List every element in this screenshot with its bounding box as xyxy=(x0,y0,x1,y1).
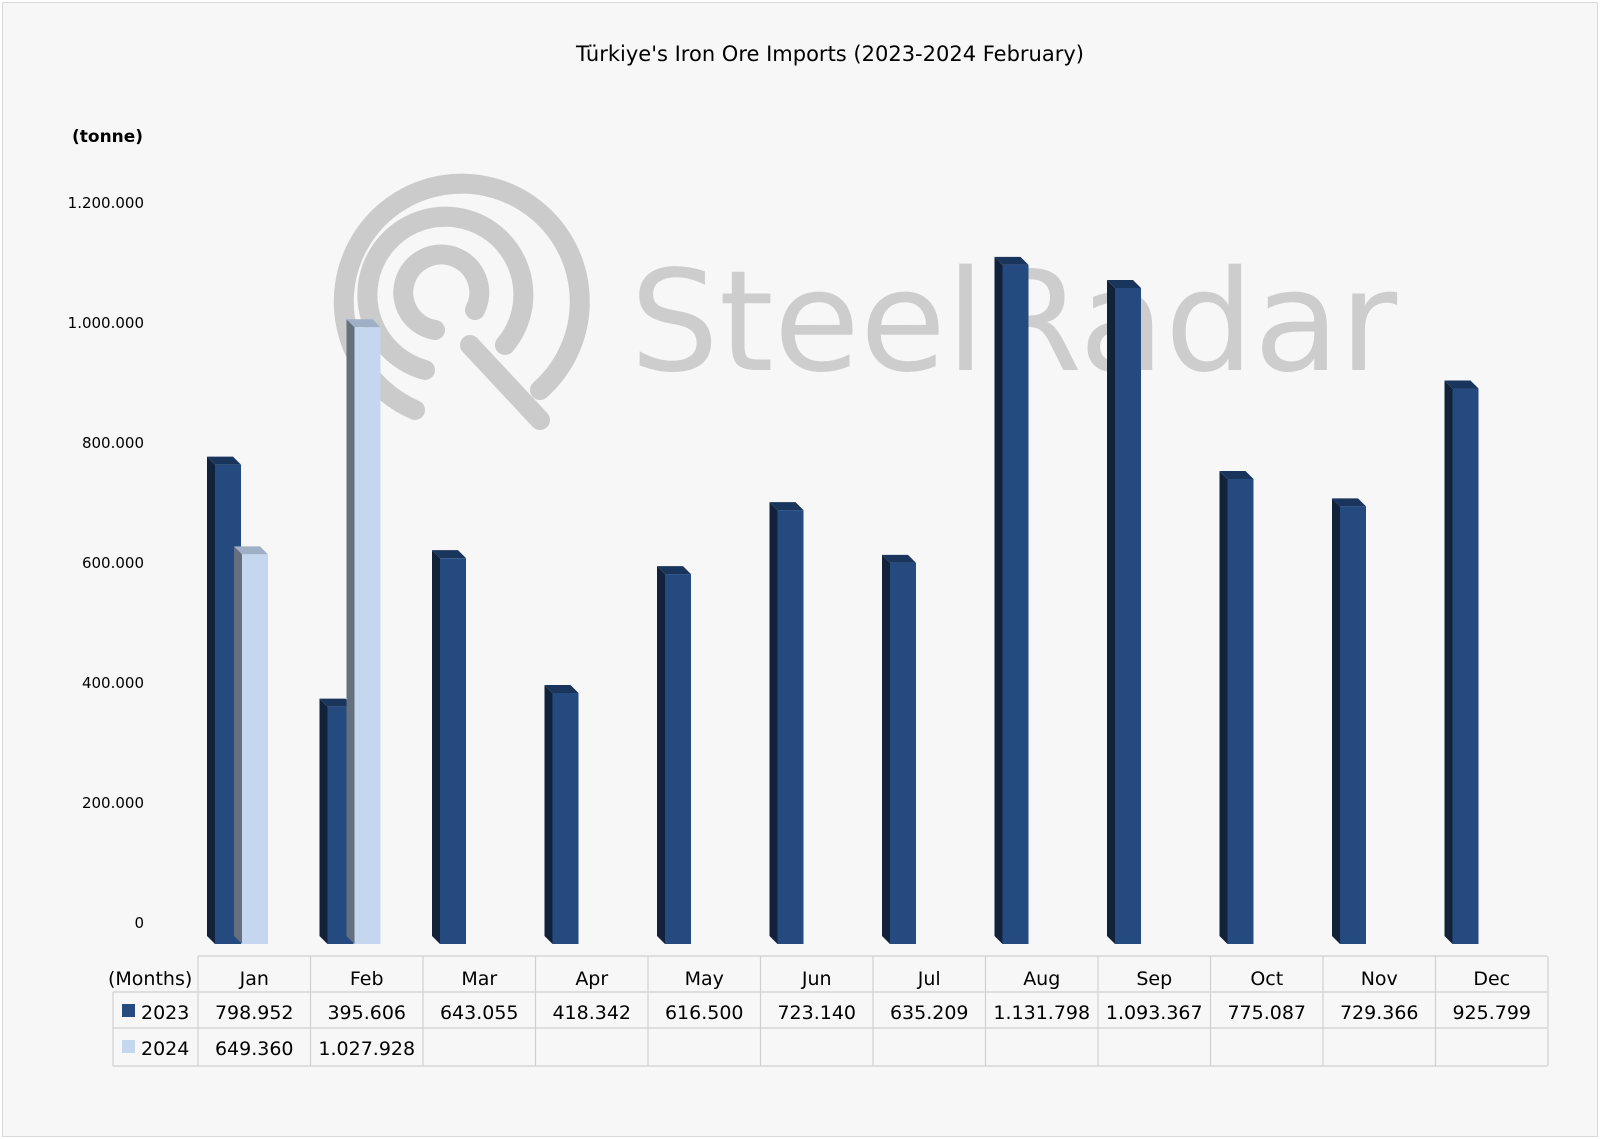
x-tick-label: May xyxy=(685,968,724,990)
bar-2023-may xyxy=(657,566,691,944)
x-tick-label: Sep xyxy=(1136,968,1172,990)
bar-2023-feb-top xyxy=(319,698,354,707)
bar-2023-oct-front xyxy=(1227,478,1254,944)
bar-2023-jun-side xyxy=(769,502,778,944)
bar-2023-may-top xyxy=(657,566,691,575)
bar-2023-dec-front xyxy=(1452,388,1479,944)
data-label-2023: 418.342 xyxy=(552,1002,631,1024)
bar-2023-jul-front xyxy=(890,562,916,944)
bar-2023-nov-side xyxy=(1332,498,1340,944)
x-tick-label: Mar xyxy=(461,968,497,990)
bar-2023-aug-side xyxy=(994,256,1003,944)
bar-2023-jun-top xyxy=(769,502,804,511)
data-label-2023: 395.606 xyxy=(327,1002,406,1024)
watermark-logo: SteelRadar xyxy=(333,173,1398,430)
data-label-2023: 925.799 xyxy=(1452,1002,1531,1024)
x-tick-label: Jun xyxy=(801,968,832,990)
bar-2023-aug-top xyxy=(994,256,1029,265)
chart-title: Türkiye's Iron Ore Imports (2023-2024 Fe… xyxy=(575,42,1084,66)
bar-2023-feb-side xyxy=(319,698,328,944)
x-tick-label: Feb xyxy=(350,968,384,990)
bar-2023-apr-side xyxy=(544,684,553,944)
legend-2024-swatch xyxy=(122,1040,135,1053)
bar-2023-sep-top xyxy=(1107,279,1141,288)
bar-2023-jun xyxy=(769,502,804,944)
data-label-2023: 616.500 xyxy=(665,1002,744,1024)
data-label-2023: 1.093.367 xyxy=(1106,1002,1203,1024)
bar-2023-mar-front xyxy=(440,558,466,944)
bar-2023-jul xyxy=(882,554,916,944)
data-label-2023: 729.366 xyxy=(1340,1002,1419,1024)
bar-2023-aug-front xyxy=(1002,264,1029,944)
bar-2023-mar-top xyxy=(432,550,466,559)
bar-2024-jan xyxy=(234,546,268,944)
data-label-2023: 635.209 xyxy=(890,1002,969,1024)
y-tick-label: 200.000 xyxy=(82,794,144,812)
bar-2023-dec xyxy=(1444,380,1479,944)
bar-2024-feb-top xyxy=(346,319,381,328)
data-label-2023: 1.131.798 xyxy=(993,1002,1090,1024)
bar-2023-sep-side xyxy=(1107,279,1115,944)
y-tick-label: 0 xyxy=(134,914,144,932)
bar-2023-nov xyxy=(1332,498,1366,944)
x-tick-label: Dec xyxy=(1473,968,1510,990)
bar-2023-apr xyxy=(544,684,579,944)
legend-2023-swatch xyxy=(122,1004,135,1017)
bar-2023-mar xyxy=(432,550,466,944)
bar-2024-jan-front xyxy=(242,554,268,944)
data-label-2024: 1.027.928 xyxy=(318,1038,415,1060)
x-tick-label: Apr xyxy=(575,968,608,990)
x-tick-label: Aug xyxy=(1023,968,1060,990)
bar-2023-may-side xyxy=(657,566,665,944)
x-tick-label: Nov xyxy=(1361,968,1398,990)
bar-2024-jan-side xyxy=(234,546,242,944)
x-tick-label: Oct xyxy=(1250,968,1283,990)
bar-2023-sep xyxy=(1107,279,1141,944)
bar-2023-apr-front xyxy=(552,692,579,944)
x-axis-label: (Months) xyxy=(108,968,192,990)
data-label-2023: 643.055 xyxy=(440,1002,519,1024)
data-label-2023: 798.952 xyxy=(215,1002,294,1024)
data-label-2024: 649.360 xyxy=(215,1038,294,1060)
bar-2023-oct-side xyxy=(1219,470,1228,944)
bar-2023-apr-top xyxy=(544,684,579,693)
bar-2023-dec-top xyxy=(1444,380,1479,389)
legend-2024-name: 2024 xyxy=(141,1038,189,1060)
bar-2024-feb xyxy=(346,319,381,945)
x-tick-label: Jul xyxy=(917,968,941,990)
bar-2023-jul-side xyxy=(882,554,890,944)
data-label-2023: 723.140 xyxy=(777,1002,856,1024)
bar-2023-jan-top xyxy=(207,456,241,465)
legend-2023-name: 2023 xyxy=(141,1002,189,1024)
bar-2024-feb-front xyxy=(354,327,381,945)
bar-2023-nov-top xyxy=(1332,498,1366,507)
y-axis-unit-label: (tonne) xyxy=(72,127,143,147)
bar-2023-dec-side xyxy=(1444,380,1453,944)
y-tick-label: 600.000 xyxy=(82,554,144,572)
bar-2023-jun-front xyxy=(777,510,804,944)
bar-2023-jan-side xyxy=(207,456,215,944)
bar-2023-oct xyxy=(1219,470,1254,944)
data-label-2023: 775.087 xyxy=(1227,1002,1306,1024)
bar-2023-jul-top xyxy=(882,554,916,563)
y-tick-label: 1.200.000 xyxy=(68,194,144,212)
bar-2024-jan-top xyxy=(234,546,268,555)
bar-2023-sep-front xyxy=(1115,287,1141,944)
bar-2023-oct-top xyxy=(1219,470,1254,479)
y-tick-label: 400.000 xyxy=(82,674,144,692)
bar-2023-nov-front xyxy=(1340,506,1366,944)
bar-2023-mar-side xyxy=(432,550,440,944)
bar-2023-may-front xyxy=(665,574,691,944)
bar-2023-aug xyxy=(994,256,1029,944)
y-tick-label: 800.000 xyxy=(82,434,144,452)
x-tick-label: Jan xyxy=(239,968,269,990)
y-tick-label: 1.000.000 xyxy=(68,314,144,332)
bar-2024-feb-side xyxy=(346,319,355,945)
